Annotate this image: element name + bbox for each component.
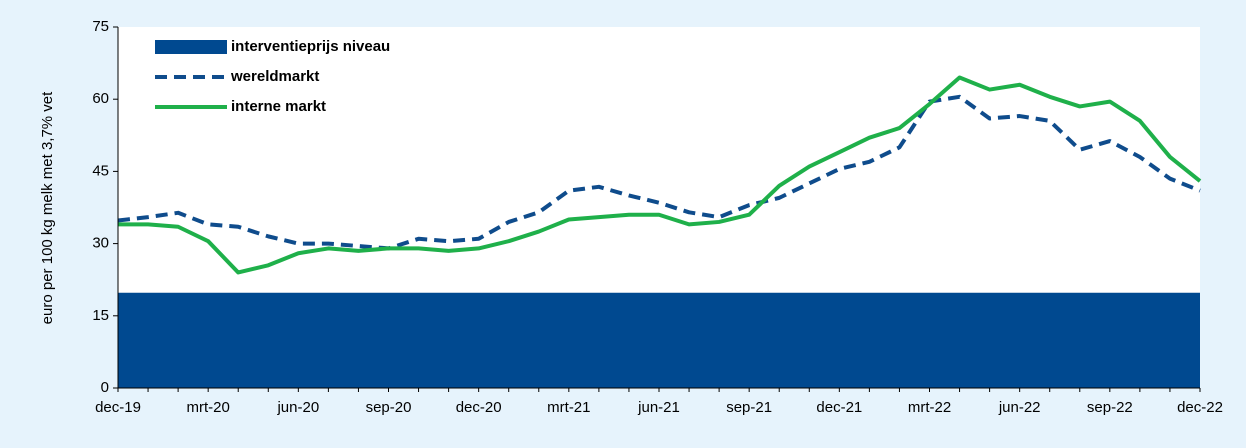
- y-tick-label: 0: [101, 379, 109, 396]
- y-tick-label: 60: [92, 90, 109, 107]
- x-tick-label: dec-19: [95, 399, 141, 416]
- x-tick-label: jun-20: [276, 399, 319, 416]
- x-tick-label: dec-21: [816, 399, 862, 416]
- legend-label: interventieprijs niveau: [231, 38, 390, 55]
- x-tick-label: dec-22: [1177, 399, 1223, 416]
- x-tick-label: jun-22: [998, 399, 1041, 416]
- x-tick-label: jun-21: [637, 399, 680, 416]
- legend-label: wereldmarkt: [230, 68, 319, 85]
- x-tick-label: mrt-20: [186, 399, 229, 416]
- x-tick-label: mrt-22: [908, 399, 951, 416]
- x-tick-label: sep-21: [726, 399, 772, 416]
- y-tick-label: 75: [92, 18, 109, 35]
- x-tick-label: sep-22: [1087, 399, 1133, 416]
- intervention-area: [118, 292, 1200, 388]
- y-tick-label: 45: [92, 162, 109, 179]
- x-tick-label: mrt-21: [547, 399, 590, 416]
- series-line: [117, 94, 1201, 251]
- legend-swatch: [155, 40, 227, 54]
- series-line: [118, 75, 1202, 275]
- y-tick-label: 30: [92, 235, 109, 252]
- y-tick-label: 15: [92, 307, 109, 324]
- y-axis-label: euro per 100 kg melk met 3,7% vet: [39, 91, 56, 324]
- x-tick-label: sep-20: [366, 399, 412, 416]
- legend-label: interne markt: [231, 98, 326, 115]
- x-tick-label: dec-20: [456, 399, 502, 416]
